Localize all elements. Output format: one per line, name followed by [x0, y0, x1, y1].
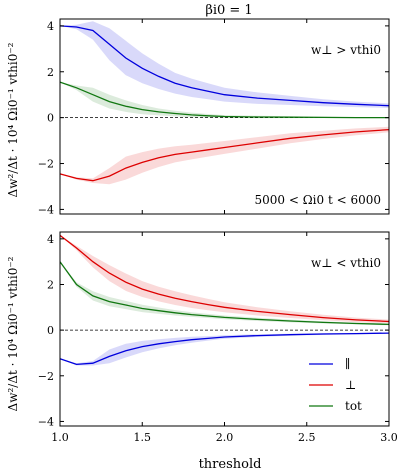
bottom-line-tot: [59, 261, 390, 326]
bottom-band-perp: [60, 235, 389, 324]
bottom-band-par: [60, 332, 389, 366]
bottom-y-tick-label: −2: [38, 370, 54, 383]
x-tick-label: 1.5: [134, 431, 152, 444]
legend-label-par: ∥: [345, 357, 351, 371]
y-axis-label-bottom: Δw²/Δt · 10⁴ Ωi0⁻¹ vthi0⁻²: [6, 256, 20, 411]
y-axis-label-top: Δw²/Δt · 10⁴ Ωi0⁻¹ vthi0⁻²: [6, 42, 20, 197]
x-tick-label: 1.0: [51, 431, 69, 444]
bottom-y-tick-label: −4: [38, 415, 54, 428]
panel-top: 4 2 0 −2 −4 w⊥ > vthi0 5000 < Ωi0 t < 6000: [38, 18, 390, 216]
bottom-band-tot: [60, 261, 389, 326]
top-y-tick-label: 4: [47, 20, 54, 33]
legend-label-perp: ⊥: [345, 378, 356, 392]
bottom-line-perp: [59, 234, 390, 323]
top-y-tick-label: −4: [38, 203, 54, 216]
bottom-y-tick-label: 2: [47, 278, 54, 291]
top-annotation: w⊥ > vthi0: [311, 43, 381, 57]
x-tick-label: 2.0: [216, 431, 234, 444]
bottom-y-tick-label: 4: [47, 233, 54, 246]
top-y-tick-label: 2: [47, 66, 54, 79]
x-tick-label: 2.5: [298, 431, 316, 444]
top-line-tot: [59, 81, 389, 119]
figure-title: βi0 = 1: [205, 3, 252, 18]
top-y-tick-label: −2: [38, 158, 54, 171]
x-tick-label: 3.0: [380, 431, 398, 444]
top-time-annotation: 5000 < Ωi0 t < 6000: [254, 193, 381, 207]
top-line-perp: [59, 128, 390, 182]
top-line-par: [59, 25, 390, 107]
x-axis-label: threshold: [199, 457, 262, 472]
legend-label-tot: tot: [345, 399, 362, 413]
top-band-perp: [60, 126, 389, 185]
bottom-line-par: [59, 332, 390, 366]
bottom-annotation: w⊥ < vthi0: [311, 256, 381, 270]
bottom-y-tick-label: 0: [47, 324, 54, 337]
top-y-tick-label: 0: [47, 112, 54, 125]
panel-bottom: 1.0 1.5 2.0 2.5 3.0 4 2 0 −2 −4 w⊥ < vthi0 ∥ ⊥ tot: [38, 231, 398, 444]
